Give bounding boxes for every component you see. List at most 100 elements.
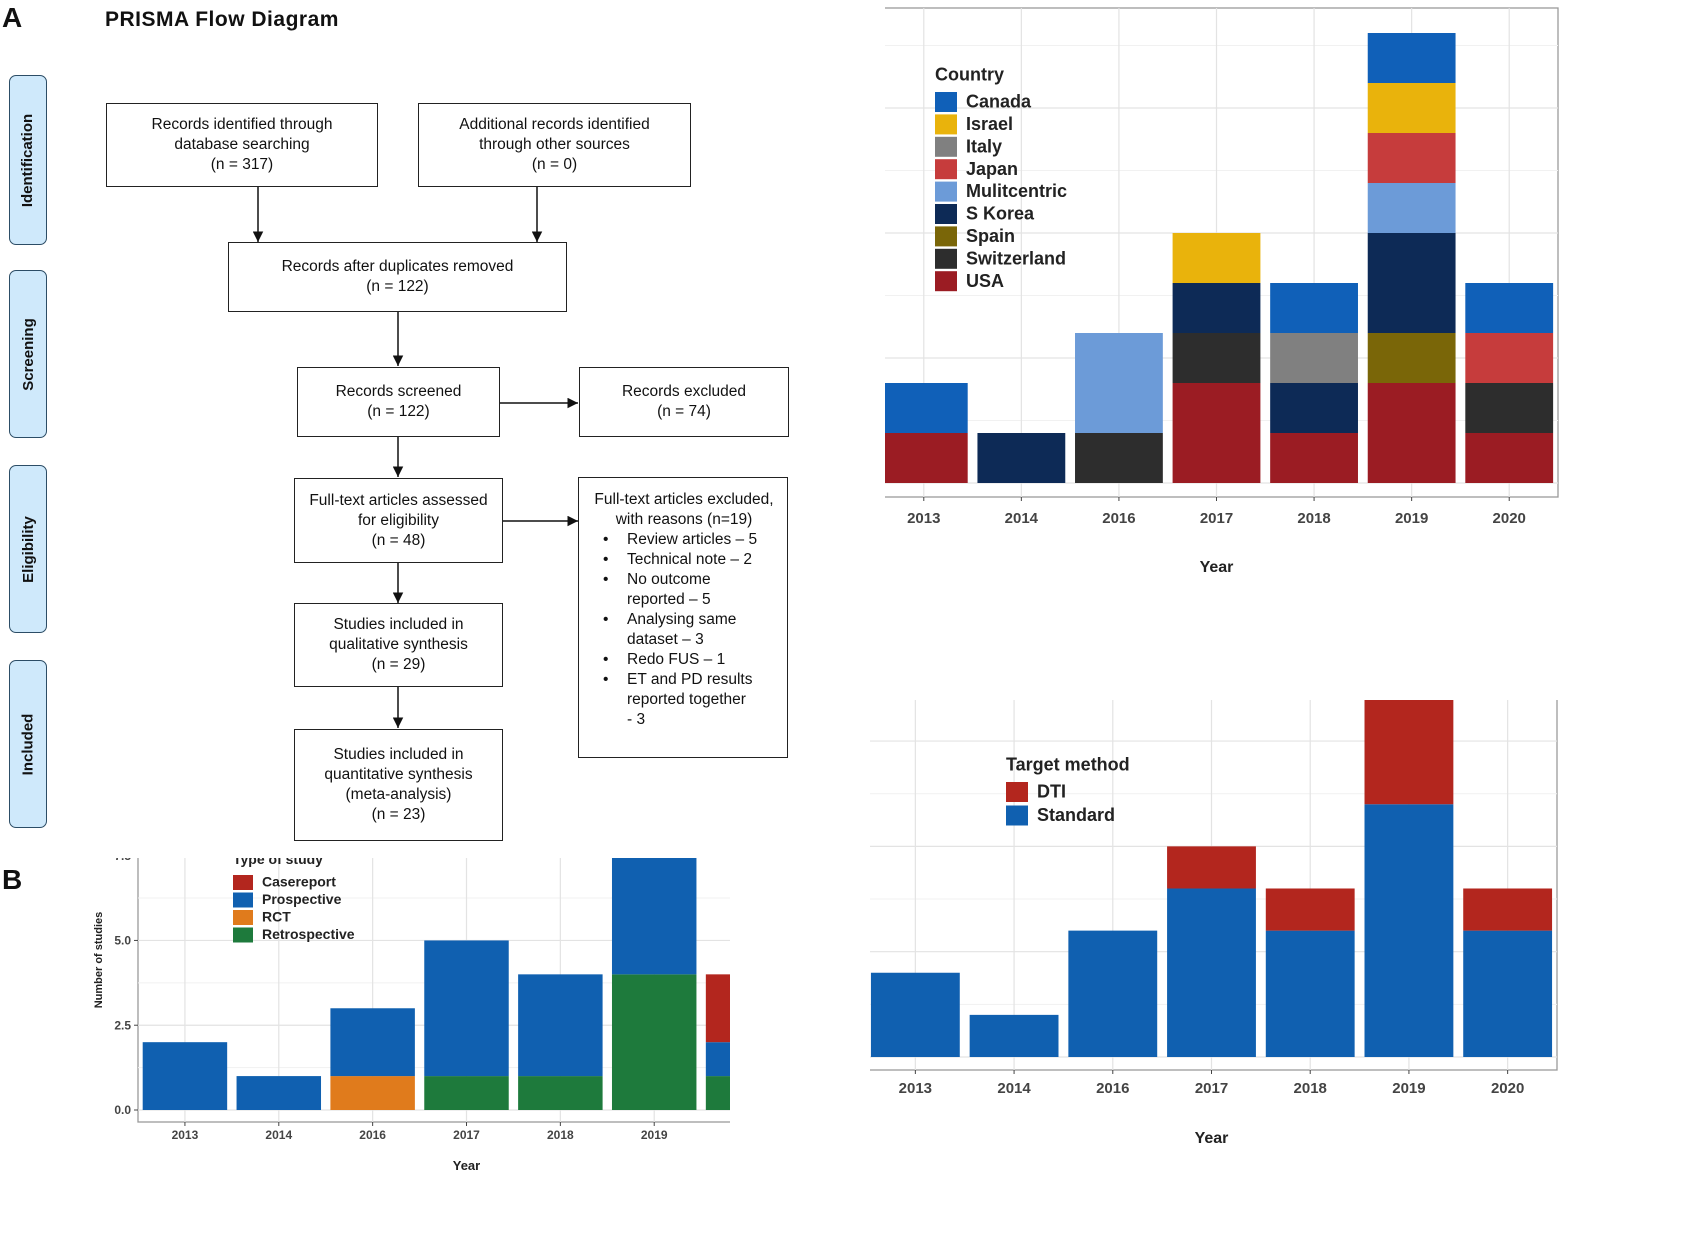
- bar-segment-prospective: [142, 1042, 228, 1110]
- bar-segment-italy: [1270, 333, 1358, 383]
- bar-segment-prospective: [424, 940, 509, 1077]
- y-tick-label: 0.0: [114, 1103, 131, 1117]
- exclusion-reason: Technical note – 2: [591, 550, 777, 570]
- legend-swatch-standard: [1006, 805, 1028, 826]
- box-line: (meta-analysis): [345, 786, 452, 803]
- exclusion-reason: Analysing same dataset – 3: [591, 610, 777, 650]
- legend-swatch-mulitcentric: [935, 181, 957, 202]
- reason-line: Analysing same: [627, 611, 737, 628]
- legend-label: Canada: [966, 92, 1032, 112]
- x-tick-label: 2019: [1395, 510, 1428, 527]
- bar-segment-s-korea: [1172, 283, 1261, 333]
- legend-title: Country: [935, 64, 1004, 84]
- box-after-duplicates: Records after duplicates removed (n = 12…: [228, 242, 567, 312]
- box-line: (n = 122): [367, 403, 430, 420]
- bar-segment-dti: [1167, 846, 1256, 889]
- bar-segment-prospective: [705, 1042, 730, 1077]
- legend-label: Switzerland: [966, 248, 1066, 268]
- reason-line: Redo FUS – 1: [627, 651, 726, 668]
- bar-segment-spain: [1367, 333, 1456, 383]
- legend-label: DTI: [1037, 782, 1066, 802]
- flow-connectors: [252, 187, 578, 728]
- legend-swatch-japan: [935, 159, 957, 180]
- legend-swatch-casereport: [233, 875, 253, 890]
- box-line: Records screened: [335, 383, 462, 400]
- legend-label: Japan: [966, 159, 1018, 179]
- exclusion-reason: Redo FUS – 1: [591, 650, 777, 670]
- legend-label: RCT: [262, 909, 291, 925]
- box-line: through other sources: [479, 136, 630, 153]
- bar-segment-standard: [1068, 930, 1158, 1057]
- x-tick-label: 2016: [359, 1128, 386, 1142]
- bar-segment-rct: [330, 1076, 415, 1110]
- x-axis-label: Year: [453, 1158, 480, 1173]
- bar-segment-usa: [1172, 383, 1261, 483]
- x-tick-label: 2013: [907, 510, 940, 527]
- legend-title: Type of study: [233, 858, 323, 867]
- bar-segment-retrospective: [705, 1076, 730, 1110]
- bar-segment-s-korea: [977, 433, 1066, 483]
- x-tick-label: 2014: [997, 1080, 1031, 1097]
- bar-segment-dti: [1463, 888, 1553, 931]
- bar-segment-retrospective: [424, 1076, 509, 1110]
- x-tick-label: 2017: [1200, 510, 1233, 527]
- bar-segment-canada: [1465, 283, 1554, 333]
- box-line: Full-text articles excluded,: [594, 491, 774, 508]
- y-tick-label: 2.5: [114, 1018, 131, 1032]
- bar-segment-canada: [1270, 283, 1358, 333]
- bar-segment-standard: [1463, 930, 1553, 1057]
- box-line: Additional records identified: [459, 116, 650, 133]
- legend-label: USA: [966, 271, 1004, 291]
- x-tick-label: 2018: [1297, 510, 1330, 527]
- y-axis-label: Number of studies: [93, 912, 105, 1009]
- box-line: Records excluded: [621, 383, 747, 400]
- bar-segment-standard: [969, 1014, 1059, 1057]
- bar-segment-prospective: [236, 1076, 322, 1110]
- x-tick-label: 2013: [899, 1080, 932, 1097]
- x-tick-label: 2018: [1294, 1080, 1327, 1097]
- bar-segment-switzerland: [1075, 433, 1163, 483]
- bar-segment-canada: [1367, 33, 1456, 83]
- bar-segment-prospective: [611, 858, 697, 975]
- stage-screening: Screening: [9, 270, 47, 438]
- legend-label: Prospective: [262, 891, 342, 907]
- box-line: Studies included in: [333, 616, 464, 633]
- box-full-text-excluded: Full-text articles excluded, with reason…: [578, 477, 788, 758]
- x-tick-label: 2018: [547, 1128, 574, 1142]
- legend-label: Spain: [966, 226, 1015, 246]
- bar-segment-standard: [1364, 804, 1454, 1057]
- box-line: database searching: [174, 136, 310, 153]
- legend-title: Target method: [1006, 754, 1130, 774]
- bar-segment-switzerland: [1465, 383, 1554, 433]
- legend-swatch-spain: [935, 226, 957, 247]
- box-database-search: Records identified through database sear…: [106, 103, 378, 187]
- reason-line: ET and PD results: [627, 671, 753, 688]
- box-full-text-assessed: Full-text articles assessed for eligibil…: [294, 478, 503, 563]
- legend-swatch-italy: [935, 136, 957, 157]
- reason-line: dataset – 3: [627, 631, 704, 648]
- box-line: (n = 23): [371, 806, 426, 823]
- x-tick-label: 2013: [172, 1128, 199, 1142]
- legend-label: Casereport: [262, 874, 336, 890]
- bar-segment-canada: [885, 383, 968, 433]
- bar-segment-israel: [1172, 233, 1261, 283]
- chart-b-type-of-study: 20132014201620172018201920200.02.55.07.5…: [93, 858, 730, 1173]
- stage-included: Included: [9, 660, 47, 828]
- box-line: (n = 48): [371, 531, 426, 549]
- box-quantitative-synthesis: Studies included in quantitative synthes…: [294, 729, 503, 841]
- x-tick-label: 2016: [1102, 510, 1135, 527]
- bar-segment-dti: [1265, 888, 1355, 931]
- legend-label: Mulitcentric: [966, 181, 1067, 201]
- reason-line: Technical note – 2: [627, 551, 752, 568]
- exclusion-reason: ET and PD results reported together - 3: [591, 670, 777, 730]
- legend-swatch-s-korea: [935, 204, 957, 224]
- box-line: with reasons (n=19): [615, 511, 753, 528]
- bar-segment-usa: [1367, 383, 1456, 483]
- reason-line: No outcome: [627, 571, 711, 588]
- panel-letter-a: A: [2, 2, 23, 33]
- x-axis-label: Year: [1195, 1130, 1229, 1147]
- box-line: (n = 317): [210, 156, 274, 173]
- x-tick-label: 2017: [453, 1128, 480, 1142]
- box-other-sources: Additional records identified through ot…: [418, 103, 691, 187]
- box-records-screened: Records screened (n = 122): [297, 367, 500, 437]
